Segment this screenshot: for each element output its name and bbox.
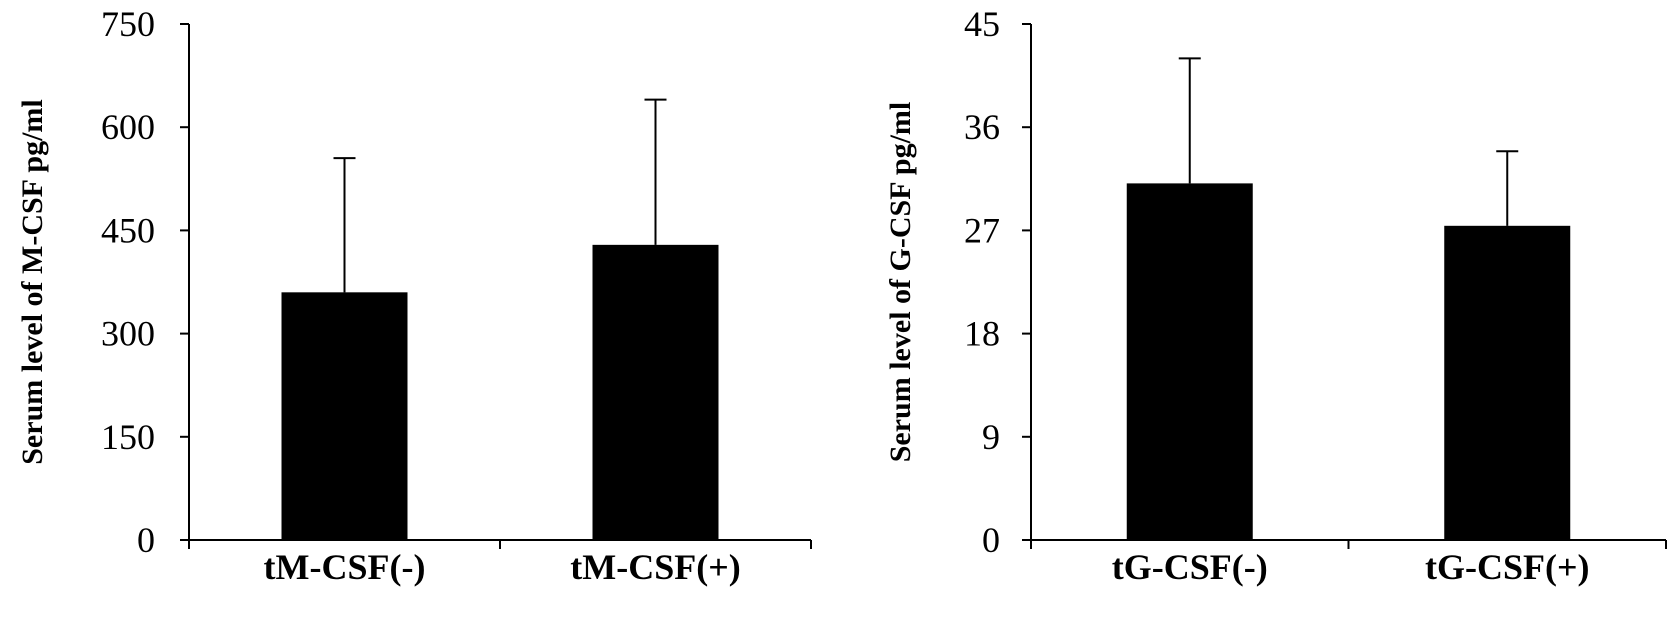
g-csf-chart: 0 9 18 27 36 45 tG-CSF(-) tG-CSF(+) Serum level … <box>884 4 1667 587</box>
y-axis-label: Serum level of G-CSF pg/ml <box>884 102 917 463</box>
x-category-label: tM-CSF(-) <box>264 547 426 587</box>
y-tick-label: 300 <box>101 314 155 354</box>
y-tick-label: 150 <box>101 417 155 457</box>
bar-tG-CSF(+) <box>1444 225 1571 540</box>
y-axis-label: Serum level of M-CSF pg/ml <box>16 99 49 465</box>
y-tick-label: 9 <box>982 417 1000 457</box>
bar-tG-CSF(-) <box>1126 183 1253 541</box>
m-csf-chart: 0 150 300 450 600 750 tM-CSF(-) tM-CSF(+) Serum … <box>16 4 812 587</box>
y-tick-label: 45 <box>964 4 1000 44</box>
y-tick-label: 27 <box>964 210 1000 250</box>
x-category-label: tM-CSF(+) <box>570 547 740 587</box>
y-tick-label: 600 <box>101 107 155 147</box>
x-category-label: tG-CSF(+) <box>1425 547 1589 587</box>
y-tick-label: 36 <box>964 107 1000 147</box>
y-tick-label: 0 <box>137 520 155 560</box>
y-tick-label: 750 <box>101 4 155 44</box>
y-tick-label: 18 <box>964 314 1000 354</box>
x-category-label: tG-CSF(-) <box>1112 547 1268 587</box>
y-tick-label: 450 <box>101 210 155 250</box>
bar-tM-CSF(+) <box>592 244 719 540</box>
y-tick-label: 0 <box>982 520 1000 560</box>
bar-tM-CSF(-) <box>281 292 408 540</box>
